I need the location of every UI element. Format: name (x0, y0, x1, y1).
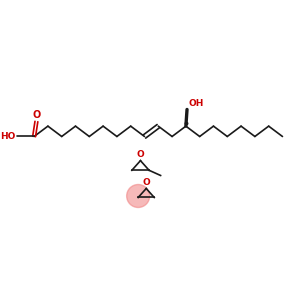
Text: O: O (32, 110, 40, 120)
Circle shape (127, 184, 150, 208)
Text: O: O (136, 150, 144, 159)
Text: HO: HO (0, 132, 15, 141)
Text: OH: OH (188, 99, 204, 108)
Text: O: O (142, 178, 150, 187)
